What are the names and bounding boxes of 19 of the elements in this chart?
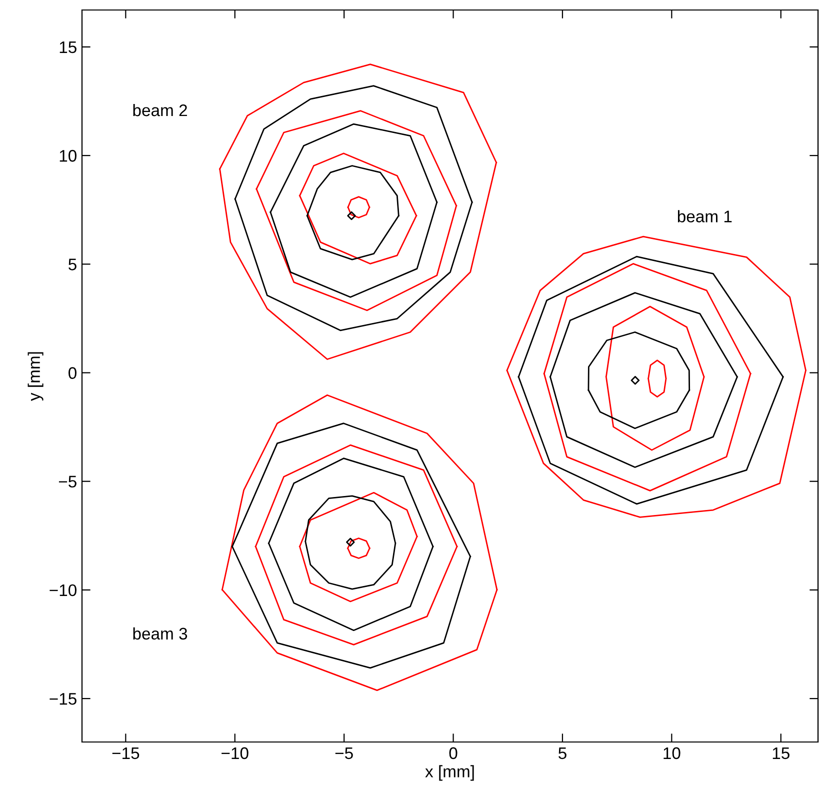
- annotation: beam 2: [133, 104, 187, 116]
- annotation: beam 3: [133, 627, 188, 640]
- y-axis-title: y [mm]: [28, 352, 44, 401]
- x-tick-label: 10: [664, 747, 680, 760]
- y-tick-label: 15: [60, 42, 76, 54]
- y-tick-label: −10: [50, 584, 76, 596]
- y-tick-label: 5: [68, 258, 76, 270]
- y-tick-label: −5: [58, 476, 76, 488]
- x-tick-label: −5: [335, 747, 353, 760]
- annotation: beam 1: [678, 210, 732, 222]
- y-tick-label: 10: [60, 150, 76, 162]
- x-tick-label: −15: [112, 747, 140, 760]
- x-tick-label: −10: [222, 747, 248, 760]
- y-tick-label: −15: [50, 693, 76, 705]
- y-tick-label: 0: [68, 367, 76, 379]
- x-tick-label: 15: [772, 747, 790, 760]
- x-tick-label: 0: [449, 747, 458, 760]
- x-axis-title: x [mm]: [425, 765, 474, 781]
- x-tick-label: 5: [558, 747, 566, 760]
